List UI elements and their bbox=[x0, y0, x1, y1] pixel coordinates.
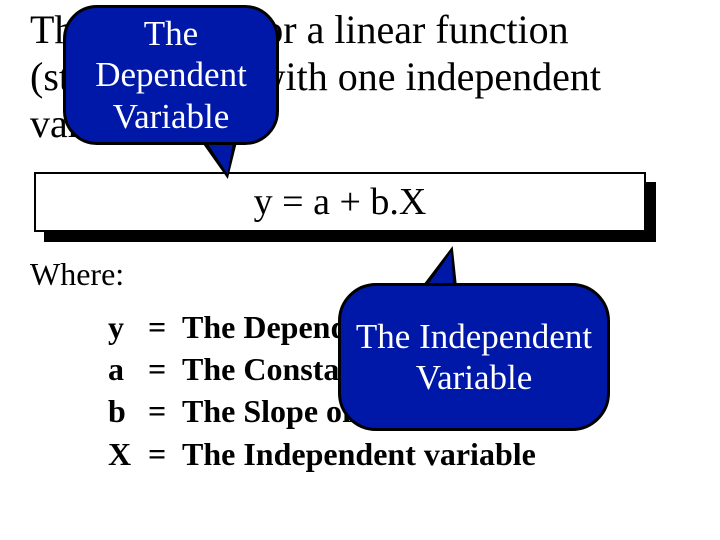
legend-eq: = bbox=[148, 348, 182, 390]
legend-symbol: b bbox=[108, 390, 148, 432]
legend-desc: The Independent variable bbox=[182, 433, 536, 475]
legend-row: X = The Independent variable bbox=[108, 433, 543, 475]
legend-symbol: a bbox=[108, 348, 148, 390]
slide: The equation for a linear function (stra… bbox=[0, 0, 720, 540]
formula-front: y = a + b.X bbox=[34, 172, 646, 232]
formula-box: y = a + b.X bbox=[34, 172, 646, 234]
callout-text: The Independent Variable bbox=[351, 316, 597, 399]
legend-symbol: X bbox=[108, 433, 148, 475]
callout-independent: The Independent Variable bbox=[338, 283, 610, 431]
legend-eq: = bbox=[148, 433, 182, 475]
where-label: Where: bbox=[30, 256, 124, 293]
formula-text: y = a + b.X bbox=[254, 183, 427, 221]
callout-text: The Dependent Variable bbox=[76, 13, 266, 137]
callout-dependent: The Dependent Variable bbox=[63, 5, 279, 145]
legend-eq: = bbox=[148, 306, 182, 348]
legend-symbol: y bbox=[108, 306, 148, 348]
legend-eq: = bbox=[148, 390, 182, 432]
